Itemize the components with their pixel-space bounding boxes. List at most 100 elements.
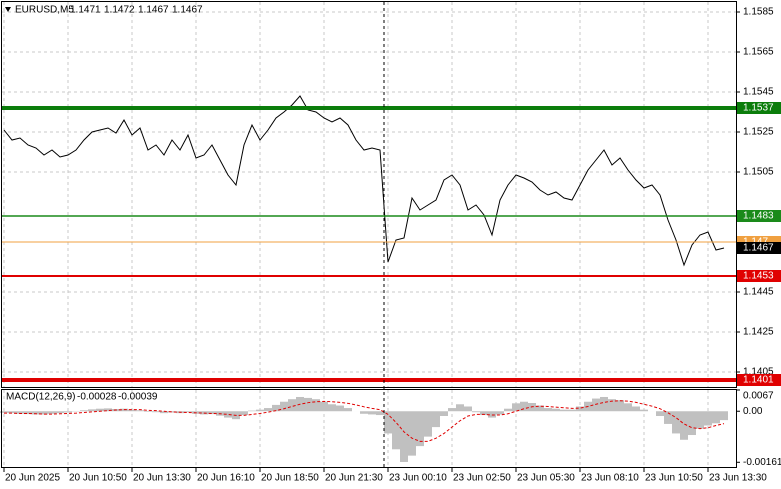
macd-bar — [536, 405, 544, 412]
macd-bar — [432, 411, 440, 428]
last-price-label: 1.1467 — [743, 243, 774, 254]
macd-bar — [144, 411, 152, 412]
macd-bar — [664, 411, 672, 424]
x-tick-label: 23 Jun 05:30 — [517, 473, 575, 484]
axes: 20 Jun 2025 20 Jun 10:50 20 Jun 13:30 20 Ju… — [3, 7, 781, 484]
macd-bar — [600, 396, 608, 412]
macd-bar — [624, 403, 632, 412]
macd-bar — [368, 411, 376, 415]
macd-bar — [344, 408, 352, 412]
macd-bar — [408, 411, 416, 456]
y-tick-label: -0.00161 — [743, 457, 781, 468]
x-tick-label: 20 Jun 21:30 — [325, 473, 383, 484]
macd-bar — [360, 411, 368, 414]
y-tick-label: 1.1405 — [743, 367, 774, 378]
y-tick-label: 1.1445 — [743, 287, 774, 298]
plot — [0, 95, 737, 462]
macd-bar — [0, 411, 8, 413]
macd-bar — [160, 411, 168, 414]
macd-bar — [128, 409, 136, 412]
macd-bar — [464, 406, 472, 412]
y-tick-label: 0.0067 — [743, 391, 774, 402]
macd-bar — [488, 411, 496, 418]
macd-bar — [32, 411, 40, 415]
level-label-box — [737, 270, 781, 282]
macd-bar — [56, 411, 64, 414]
macd-bar — [560, 409, 568, 412]
symbol: EURUSD,M5 — [15, 5, 74, 16]
macd-bar — [312, 399, 320, 412]
macd-bar — [88, 409, 96, 412]
macd-bar — [672, 411, 680, 434]
macd-bar — [480, 411, 488, 416]
macd-bar — [608, 399, 616, 412]
macd-bar — [576, 406, 584, 412]
macd-bar — [704, 411, 712, 426]
macd-bar — [544, 408, 552, 412]
macd-bar — [264, 408, 272, 412]
macd-bar — [40, 411, 48, 415]
macd-bar — [496, 411, 504, 415]
y-tick-label: 1.1525 — [743, 127, 774, 138]
price-line — [3, 95, 725, 267]
ohlc-close: 1.1467 — [172, 5, 203, 16]
macd-frame — [1, 389, 737, 468]
ohlc-low: 1.1467 — [138, 5, 169, 16]
macd-bar — [248, 410, 256, 412]
level-label-box — [737, 374, 781, 386]
macd-bar — [568, 409, 576, 412]
level-label: 1.1483 — [743, 211, 774, 222]
macd-bar — [272, 404, 280, 412]
level-label-box — [737, 102, 781, 114]
macd-bar — [64, 411, 72, 413]
x-tick-label: 23 Jun 00:10 — [389, 473, 447, 484]
macd-bar — [424, 411, 432, 437]
macd-bar — [400, 411, 408, 462]
macd-bar — [720, 411, 728, 421]
x-tick-label: 20 Jun 10:50 — [69, 473, 127, 484]
x-tick-label: 23 Jun 10:50 — [645, 473, 703, 484]
header: EURUSD,M5 1.1471 1.1472 1.1467 1.1467 MA… — [5, 5, 203, 403]
macd-bar — [592, 398, 600, 412]
level-label-box — [737, 210, 781, 222]
macd-bar — [96, 408, 104, 412]
macd-bar — [512, 403, 520, 412]
macd-bar — [416, 411, 424, 447]
ohlc-open: 1.1471 — [70, 5, 101, 16]
last-price-box — [737, 242, 781, 254]
macd-bar — [632, 406, 640, 412]
macd-bar — [152, 411, 160, 413]
x-tick-label: 23 Jun 08:10 — [581, 473, 639, 484]
macd-bar — [8, 411, 16, 414]
main-frame — [1, 1, 737, 388]
macd-bar — [136, 410, 144, 412]
macd-bar — [696, 411, 704, 429]
menu-arrow[interactable] — [5, 7, 11, 12]
macd-bar — [224, 411, 232, 418]
macd-main-value: -0.00028 — [77, 392, 117, 403]
level-label: 1.1401 — [743, 375, 774, 386]
macd-bar — [48, 411, 56, 414]
macd-bar — [472, 411, 480, 413]
x-tick-label: 23 Jun 13:30 — [709, 473, 767, 484]
macd-title: MACD(12,26,9) — [6, 392, 75, 403]
macd-bar — [440, 411, 448, 416]
macd-bar — [640, 409, 648, 412]
macd-bar — [208, 411, 216, 415]
macd-bar — [328, 404, 336, 412]
macd-bar — [240, 411, 248, 416]
x-tick-label: 20 Jun 13:30 — [133, 473, 191, 484]
y-tick-label: 1.1585 — [743, 7, 774, 18]
macd-bar — [448, 408, 456, 412]
signal-line — [4, 400, 725, 442]
macd-bar — [336, 405, 344, 412]
x-tick-label: 20 Jun 2025 — [5, 473, 60, 484]
macd-bar — [384, 411, 392, 434]
macd-bar — [256, 409, 264, 412]
macd-bar — [392, 411, 400, 450]
macd-bar — [552, 408, 560, 412]
macd-bar — [80, 410, 88, 412]
macd-bar — [184, 411, 192, 413]
